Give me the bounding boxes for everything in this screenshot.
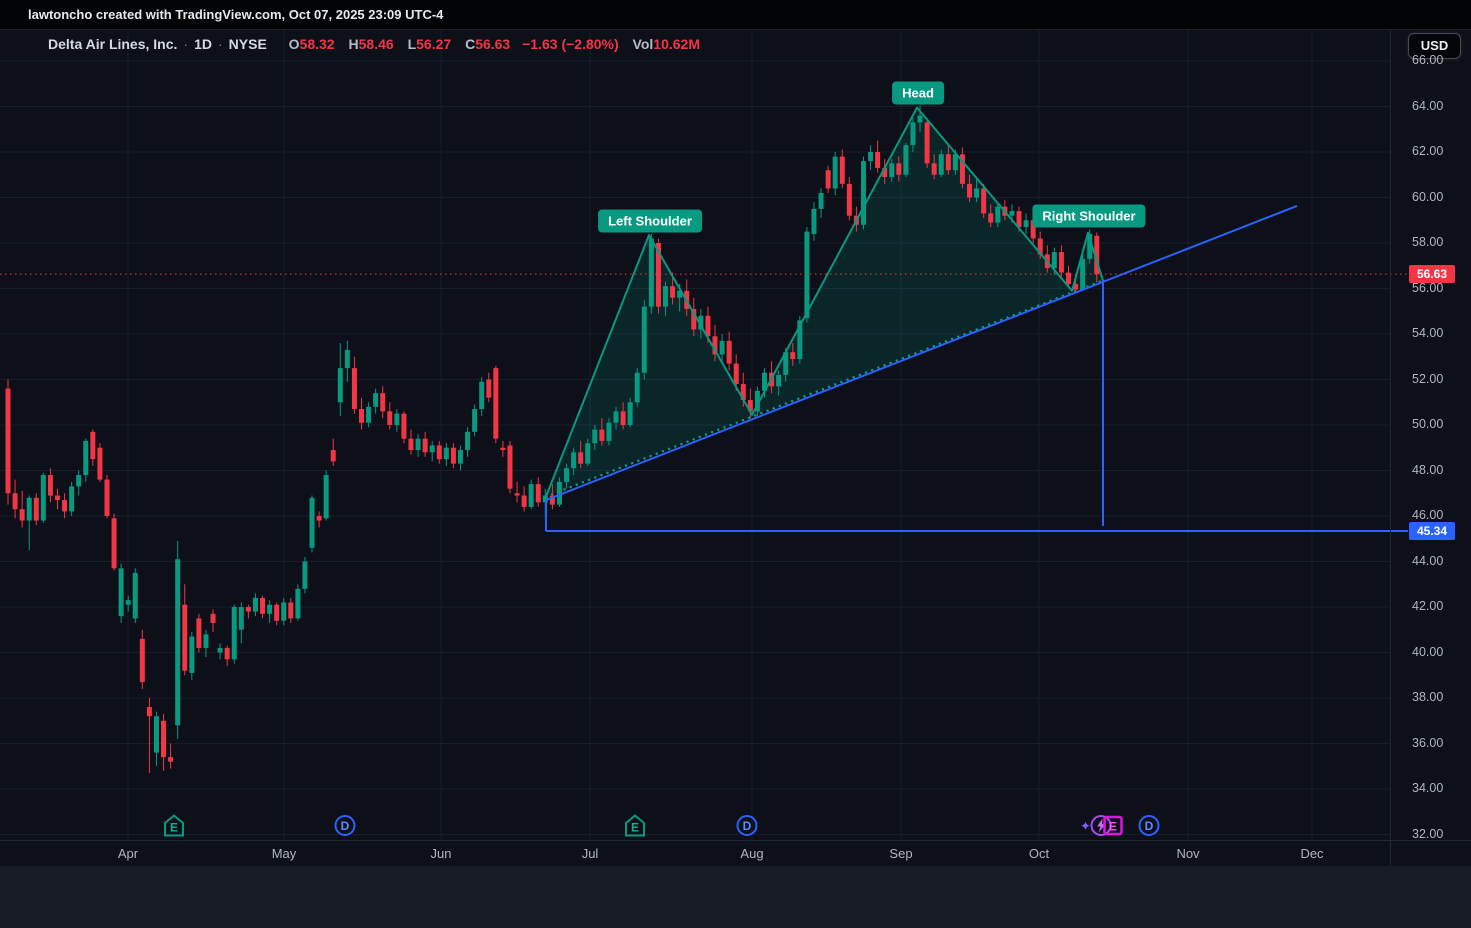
svg-text:E: E xyxy=(1109,820,1117,834)
price-tick-label: 34.00 xyxy=(1412,781,1444,795)
price-tick-label: 54.00 xyxy=(1412,326,1444,340)
pattern-badge-left-shoulder[interactable]: Left Shoulder xyxy=(598,209,702,233)
dividend-marker-icon[interactable]: D xyxy=(1138,814,1161,842)
svg-text:D: D xyxy=(341,819,350,833)
price-tick-label: 40.00 xyxy=(1412,644,1444,659)
svg-text:D: D xyxy=(1145,819,1154,833)
price-tick-label: 56.00 xyxy=(1412,280,1444,295)
exchange-label: NYSE xyxy=(228,36,267,52)
price-tick-label: 36.00 xyxy=(1412,735,1444,750)
price-tick-label: 46.00 xyxy=(1412,508,1444,522)
separator-dot: · xyxy=(217,36,223,52)
month-label-oct: Oct xyxy=(1028,846,1050,861)
separator-dot: · xyxy=(183,36,189,52)
earnings-alt-marker-icon[interactable]: E xyxy=(1103,815,1124,841)
price-tick-label: 62.00 xyxy=(1412,144,1444,158)
open-value: 58.32 xyxy=(299,36,335,52)
low-label: L xyxy=(407,36,417,52)
last-price-tag: 56.63 xyxy=(1409,265,1455,284)
volume-value: 10.62M xyxy=(653,36,700,52)
month-label-dec: Dec xyxy=(1300,846,1324,861)
price-axis-separator xyxy=(1390,30,1391,866)
earnings-marker-icon[interactable]: E xyxy=(624,814,647,843)
volume-label: Vol xyxy=(632,36,654,52)
pattern-badge-right-shoulder[interactable]: Right Shoulder xyxy=(1032,204,1146,228)
time-axis-separator xyxy=(0,840,1471,841)
high-label: H xyxy=(348,36,359,52)
price-tick-label: 44.00 xyxy=(1412,553,1444,568)
price-tick-label: 42.00 xyxy=(1412,599,1444,613)
month-label-sep: Sep xyxy=(889,846,913,861)
price-tick-label: 48.00 xyxy=(1412,462,1444,477)
change-value: −1.63 (−2.80%) xyxy=(522,36,619,52)
month-label-jun: Jun xyxy=(430,846,452,861)
price-tick-label: 66.00 xyxy=(1412,53,1444,67)
watermark-text: lawtoncho created with TradingView.com, … xyxy=(28,7,444,22)
price-tick-label: 32.00 xyxy=(1412,826,1444,841)
svg-text:D: D xyxy=(743,819,752,833)
close-value: 56.63 xyxy=(475,36,511,52)
month-label-apr: Apr xyxy=(117,846,139,861)
price-tick-label: 58.00 xyxy=(1412,235,1444,249)
interval-label[interactable]: 1D xyxy=(194,36,212,52)
svg-text:E: E xyxy=(170,821,178,835)
month-label-nov: Nov xyxy=(1176,846,1200,861)
price-tick-label: 64.00 xyxy=(1412,98,1444,113)
low-value: 56.27 xyxy=(416,36,452,52)
flash-marker-icon[interactable]: ✦ xyxy=(1079,813,1113,844)
support-level-tag: 45.34 xyxy=(1409,522,1455,540)
price-tick-label: 52.00 xyxy=(1412,371,1444,386)
month-label-aug: Aug xyxy=(740,846,764,861)
watermark-bar: lawtoncho created with TradingView.com, … xyxy=(0,0,1471,30)
open-label: O xyxy=(288,36,300,52)
month-label-jul: Jul xyxy=(581,846,599,861)
month-label-may: May xyxy=(271,846,297,861)
price-tick-label: 38.00 xyxy=(1412,690,1444,704)
dividend-marker-icon[interactable]: D xyxy=(736,814,759,842)
close-label: C xyxy=(465,36,476,52)
symbol-name[interactable]: Delta Air Lines, Inc. xyxy=(48,36,178,52)
symbol-info-bar[interactable]: Delta Air Lines, Inc. · 1D · NYSE O58.32 H58… xyxy=(48,36,700,52)
high-value: 58.46 xyxy=(358,36,394,52)
svg-text:E: E xyxy=(631,821,639,835)
earnings-marker-icon[interactable]: E xyxy=(163,814,186,843)
pattern-badge-head[interactable]: Head xyxy=(892,81,944,105)
price-tick-label: 60.00 xyxy=(1412,189,1444,204)
svg-text:✦: ✦ xyxy=(1080,819,1091,834)
dividend-marker-icon[interactable]: D xyxy=(334,814,357,842)
currency-unit-button[interactable]: USD xyxy=(1408,33,1461,59)
price-tick-label: 50.00 xyxy=(1412,417,1444,431)
bottom-logo-bar: TradingView xyxy=(0,866,1471,928)
